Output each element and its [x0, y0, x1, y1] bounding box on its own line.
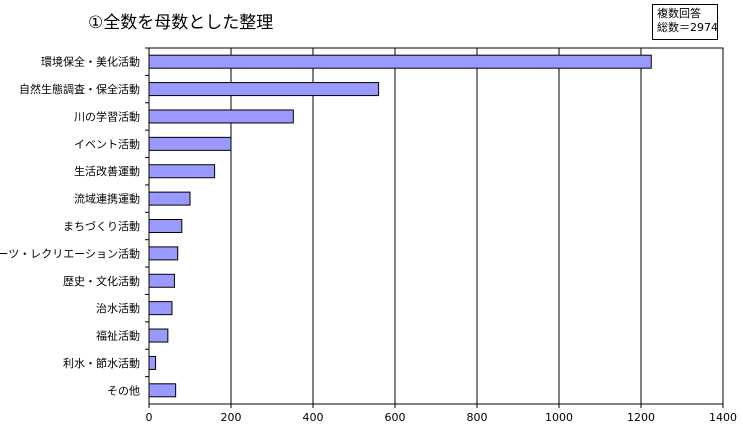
category-label: 歴史・文化活動	[63, 274, 140, 288]
category-label: 流域連携運動	[74, 192, 140, 206]
bar	[148, 301, 173, 316]
x-tick-label: 600	[385, 411, 406, 424]
bar	[148, 246, 179, 261]
x-tick-label: 400	[303, 411, 324, 424]
note-line-1: 複数回答	[657, 7, 701, 20]
category-label: その他	[107, 384, 140, 397]
plot-area	[148, 47, 724, 405]
category-label: スポーツ・レクリエーション活動	[0, 246, 140, 260]
category-label: 自然生態調査・保全活動	[19, 82, 140, 96]
bar	[148, 328, 169, 343]
category-label: まちづくり活動	[63, 219, 140, 233]
category-label: 環境保全・美化活動	[41, 55, 140, 69]
category-label: 治水活動	[96, 301, 140, 315]
category-label: 生活改善運動	[74, 164, 140, 178]
bar	[148, 273, 175, 288]
category-label: 福祉活動	[96, 329, 140, 343]
bar	[148, 383, 177, 398]
bar	[148, 136, 232, 151]
category-label: 川の学習活動	[74, 109, 140, 123]
x-tick-label: 800	[467, 411, 488, 424]
bar	[148, 164, 216, 179]
note-line-2: 総数＝2974	[657, 21, 718, 34]
x-tick-label: 1200	[627, 411, 655, 424]
x-tick-label: 1400	[709, 411, 737, 424]
x-tick-label: 0	[146, 411, 153, 424]
bar	[148, 82, 380, 97]
chart-title: ①全数を母数とした整理	[88, 13, 274, 33]
bar	[148, 191, 191, 206]
bar	[148, 355, 157, 370]
bar	[148, 54, 652, 69]
bar	[148, 219, 183, 233]
category-label: 利水・節水活動	[63, 356, 140, 370]
x-tick-label: 1000	[545, 411, 573, 424]
x-tick-label: 200	[221, 411, 242, 424]
bar	[148, 109, 294, 124]
note-box: 複数回答 総数＝2974	[652, 4, 718, 40]
category-label: イベント活動	[74, 137, 140, 151]
